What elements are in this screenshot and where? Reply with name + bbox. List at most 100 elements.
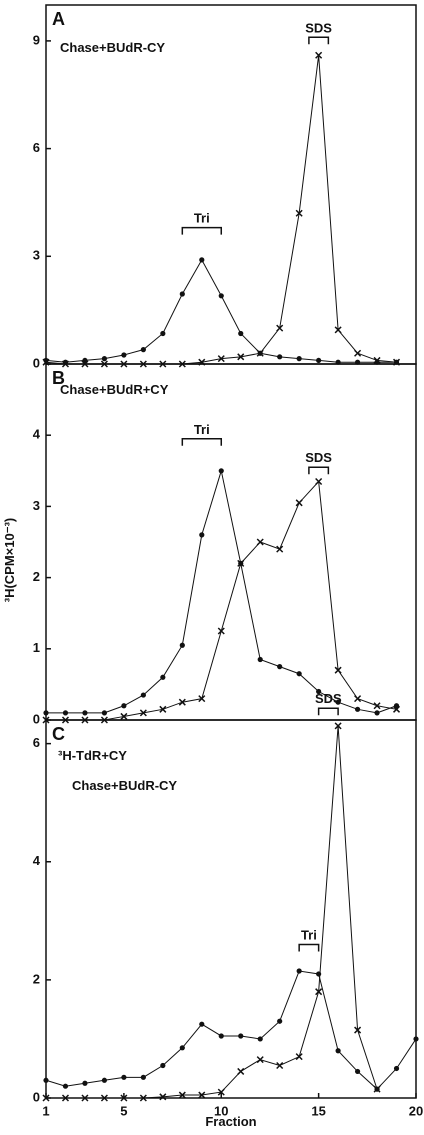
point: [354, 1068, 361, 1075]
point: [140, 692, 146, 698]
point: [392, 705, 401, 713]
point: [237, 353, 245, 361]
point: [276, 324, 284, 332]
point: [413, 1036, 419, 1042]
point: [295, 1053, 303, 1061]
point: [335, 1048, 341, 1054]
point: [62, 710, 69, 716]
x-tick-label: 20: [409, 1103, 423, 1118]
point: [178, 698, 186, 706]
point: [277, 1018, 283, 1024]
point: [316, 688, 322, 695]
point: [257, 1036, 263, 1042]
panel-label: ³H-TdR+CY: [58, 748, 127, 763]
point: [218, 1033, 224, 1039]
panel-letter: A: [52, 9, 65, 29]
y-tick-label: 6: [33, 735, 40, 750]
series-line: [46, 725, 378, 1099]
point: [139, 1094, 147, 1102]
point: [257, 656, 263, 663]
point: [218, 468, 224, 474]
bracket-label: Tri: [301, 927, 317, 942]
point: [315, 51, 323, 59]
series-line: [45, 55, 397, 365]
point: [160, 330, 166, 337]
point: [373, 702, 381, 710]
bracket: [181, 226, 223, 235]
y-tick-label: 0: [33, 711, 40, 726]
point: [393, 1065, 400, 1072]
point: [334, 722, 342, 730]
series-line: [46, 480, 397, 721]
point: [121, 703, 127, 709]
x-tick-label: 10: [214, 1103, 228, 1118]
bracket: [308, 36, 330, 45]
point: [277, 664, 283, 670]
point: [334, 326, 342, 334]
point: [101, 356, 108, 362]
panel-label: Chase+BUdR-CY: [60, 40, 165, 55]
point: [179, 642, 185, 648]
series-line: [46, 470, 397, 714]
panel-frame: [45, 719, 417, 1099]
y-tick-label: 6: [33, 140, 40, 155]
x-tick-label: 15: [311, 1103, 325, 1118]
point: [315, 988, 323, 996]
point: [81, 1094, 89, 1102]
point: [296, 671, 302, 677]
series-line: [45, 970, 417, 1090]
y-tick-label: 3: [33, 498, 40, 513]
point: [373, 356, 381, 364]
point: [256, 349, 264, 357]
point: [354, 706, 361, 712]
bracket: [298, 943, 320, 952]
point: [199, 1021, 205, 1027]
point: [139, 709, 147, 717]
point: [100, 1094, 108, 1102]
point: [178, 1091, 186, 1099]
y-tick-label: 0: [33, 355, 40, 370]
y-tick-label: 1: [33, 640, 40, 655]
point: [335, 699, 341, 705]
point: [82, 1080, 88, 1086]
point: [217, 355, 225, 363]
point: [179, 291, 185, 297]
point: [354, 1026, 362, 1034]
point: [217, 627, 225, 635]
point: [316, 357, 322, 364]
point: [160, 1062, 166, 1069]
point: [296, 968, 302, 974]
bracket: [181, 438, 223, 446]
y-tick-label: 4: [33, 853, 41, 868]
point: [160, 674, 166, 680]
point: [354, 695, 362, 703]
bracket-label: SDS: [305, 20, 332, 35]
x-tick-label: 1: [42, 1103, 49, 1118]
point: [315, 477, 323, 486]
y-tick-label: 4: [33, 427, 41, 442]
bracket-label: SDS: [315, 691, 342, 706]
point: [237, 1067, 245, 1075]
point: [256, 538, 264, 546]
point: [256, 1056, 264, 1064]
y-axis-label: ³H(CPM×10⁻³): [2, 518, 17, 603]
point: [120, 712, 128, 720]
point: [295, 499, 303, 507]
point: [179, 1045, 185, 1051]
point: [198, 695, 206, 703]
panel-letter: C: [52, 724, 65, 744]
y-tick-label: 2: [33, 971, 40, 986]
y-tick-label: 0: [33, 1089, 40, 1104]
point: [354, 349, 362, 357]
point: [62, 1083, 69, 1089]
panel-label: Chase+BUdR+CY: [60, 382, 169, 397]
point: [101, 1077, 108, 1083]
panel-frame: [45, 363, 417, 721]
y-tick-label: 3: [33, 248, 40, 263]
y-tick-label: 2: [33, 569, 40, 584]
panel-letter: B: [52, 368, 65, 388]
point: [42, 1094, 50, 1102]
point: [120, 1094, 128, 1102]
point: [198, 1091, 206, 1099]
